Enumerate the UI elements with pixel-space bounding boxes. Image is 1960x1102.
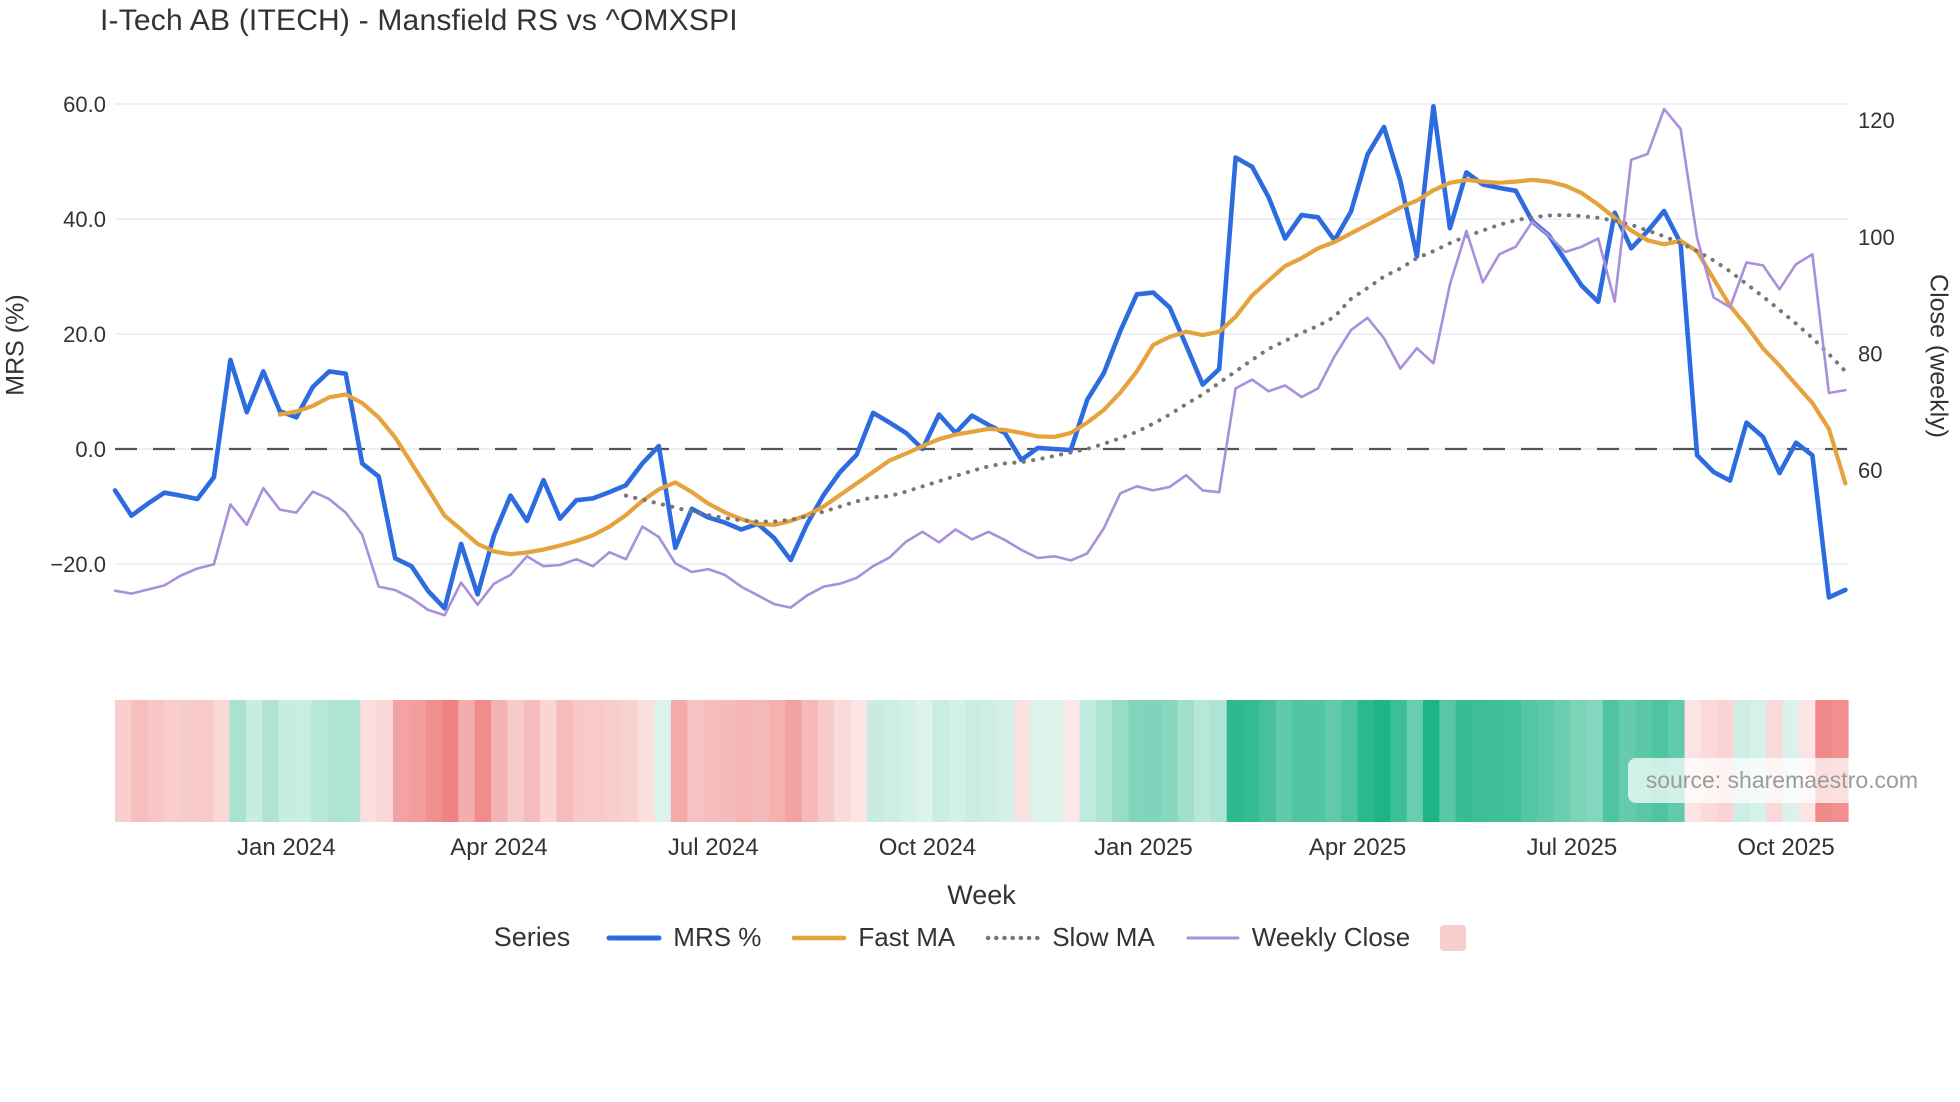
- legend-item-fast-ma[interactable]: Fast MA: [791, 922, 955, 953]
- heatmap-strip: [115, 700, 1849, 822]
- x-axis-label: Week: [947, 880, 1016, 910]
- svg-text:80: 80: [1858, 341, 1882, 366]
- legend-line-sample: [792, 935, 847, 940]
- svg-text:Jan 2025: Jan 2025: [1094, 834, 1193, 861]
- svg-text:40.0: 40.0: [63, 207, 106, 232]
- svg-text:Apr 2024: Apr 2024: [450, 834, 547, 861]
- svg-text:60: 60: [1858, 458, 1882, 483]
- svg-text:Oct 2025: Oct 2025: [1737, 834, 1834, 861]
- y-axis-left-ticks: 60.0 40.0 20.0 0.0 −20.0: [50, 92, 106, 577]
- legend-item-slow-ma[interactable]: Slow MA: [985, 922, 1155, 953]
- chart-title: I-Tech AB (ITECH) - Mansfield RS vs ^OMX…: [100, 4, 738, 37]
- legend-item-label: Weekly Close: [1251, 922, 1411, 952]
- legend-line-sample: [1186, 936, 1240, 939]
- svg-text:Jul 2024: Jul 2024: [668, 834, 759, 861]
- legend-item-label: Fast MA: [858, 922, 956, 952]
- series-line-weekly-close: [113, 107, 1847, 617]
- series-line-slow-ma: [623, 213, 1848, 524]
- legend-title: Series: [493, 922, 571, 952]
- x-axis-ticks: Jan 2024 Apr 2024 Jul 2024 Oct 2024 Jan 2025…: [237, 834, 1835, 861]
- legend-item-weekly-close[interactable]: Weekly Close: [1185, 922, 1410, 953]
- legend-line-sample: [986, 935, 1041, 940]
- gridlines: [115, 103, 1848, 565]
- svg-text:20.0: 20.0: [63, 322, 106, 347]
- svg-text:100: 100: [1858, 225, 1895, 250]
- legend-item-heatmap-swatch[interactable]: [1440, 924, 1467, 951]
- svg-text:−20.0: −20.0: [50, 552, 106, 577]
- legend-item-mrs-[interactable]: MRS %: [606, 922, 761, 953]
- svg-text:60.0: 60.0: [63, 92, 106, 117]
- svg-text:120: 120: [1858, 108, 1895, 133]
- legend: Series MRS % Fast MA Slow MA Weekly Close: [0, 922, 1960, 953]
- legend-item-label: Slow MA: [1052, 922, 1155, 952]
- svg-text:Jul 2025: Jul 2025: [1526, 834, 1617, 861]
- legend-item-label: MRS %: [673, 922, 762, 952]
- series-line-fast-ma: [277, 177, 1848, 557]
- y-axis-right-ticks: 120 100 80 60: [1858, 108, 1895, 483]
- svg-text:0.0: 0.0: [75, 437, 106, 462]
- svg-text:Apr 2025: Apr 2025: [1309, 834, 1406, 861]
- series-line-mrs-: [112, 104, 1848, 611]
- svg-text:Jan 2024: Jan 2024: [237, 834, 336, 861]
- svg-text:Oct 2024: Oct 2024: [879, 834, 976, 861]
- legend-line-sample: [606, 935, 662, 940]
- source-watermark: source: sharemaestro.com: [1627, 758, 1936, 803]
